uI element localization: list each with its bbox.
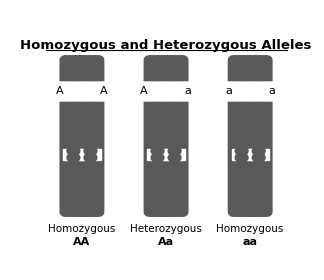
Text: AA: AA (73, 237, 90, 247)
Ellipse shape (168, 146, 182, 156)
Polygon shape (40, 82, 83, 100)
Polygon shape (245, 149, 252, 160)
Polygon shape (81, 82, 292, 100)
Ellipse shape (83, 152, 98, 163)
Polygon shape (40, 82, 234, 100)
Text: a: a (184, 86, 191, 96)
Text: Aa: Aa (158, 237, 174, 247)
Polygon shape (40, 82, 66, 100)
Polygon shape (147, 149, 155, 160)
FancyBboxPatch shape (161, 55, 189, 217)
Polygon shape (94, 149, 100, 160)
Text: a: a (268, 86, 275, 96)
Polygon shape (249, 82, 292, 100)
Ellipse shape (83, 146, 98, 156)
FancyBboxPatch shape (76, 55, 104, 217)
Polygon shape (178, 149, 185, 160)
Ellipse shape (150, 146, 165, 156)
Bar (234, 84, 249, 98)
Polygon shape (262, 149, 269, 160)
Bar (251, 84, 266, 98)
Bar (83, 84, 98, 98)
Bar (167, 84, 182, 98)
Bar (66, 84, 81, 98)
Text: Homozygous: Homozygous (216, 224, 284, 234)
Polygon shape (80, 149, 87, 160)
Text: Homozygous: Homozygous (48, 224, 116, 234)
Ellipse shape (235, 152, 249, 163)
Bar (150, 84, 165, 98)
Text: A: A (56, 86, 64, 96)
Text: aa: aa (243, 237, 258, 247)
Polygon shape (40, 82, 251, 100)
Polygon shape (165, 82, 292, 100)
Ellipse shape (235, 146, 249, 156)
Polygon shape (249, 149, 256, 160)
Ellipse shape (251, 146, 266, 156)
Polygon shape (182, 82, 292, 100)
Text: a: a (225, 86, 232, 96)
Polygon shape (266, 82, 292, 100)
FancyBboxPatch shape (144, 55, 171, 217)
Text: A: A (100, 86, 108, 96)
Ellipse shape (66, 146, 81, 156)
Polygon shape (40, 82, 150, 100)
Polygon shape (98, 82, 292, 100)
FancyBboxPatch shape (228, 55, 256, 217)
Ellipse shape (66, 152, 81, 163)
Polygon shape (160, 149, 168, 160)
Ellipse shape (168, 152, 182, 163)
Polygon shape (64, 149, 70, 160)
FancyBboxPatch shape (60, 55, 87, 217)
Polygon shape (40, 82, 167, 100)
FancyBboxPatch shape (245, 55, 272, 217)
Text: Homozygous and Heterozygous Alleles: Homozygous and Heterozygous Alleles (20, 39, 312, 52)
Polygon shape (76, 149, 84, 160)
Polygon shape (232, 149, 238, 160)
Ellipse shape (251, 152, 266, 163)
Text: Heterozygous: Heterozygous (130, 224, 202, 234)
Ellipse shape (150, 152, 165, 163)
Text: A: A (140, 86, 148, 96)
Polygon shape (165, 149, 172, 160)
